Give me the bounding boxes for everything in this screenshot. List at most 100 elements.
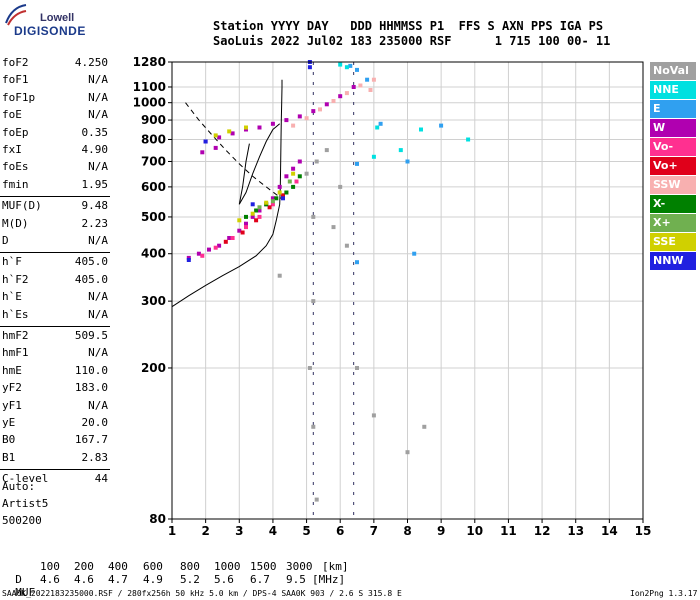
echo-point	[244, 225, 248, 230]
param-label: M(D)	[2, 216, 29, 230]
param-row: yF1 N/A	[2, 399, 108, 413]
digisonde-logo-icon	[5, 4, 27, 26]
legend-item: NNE	[650, 81, 696, 99]
param-row: M(D) 2.23	[2, 217, 108, 231]
echo-point	[355, 260, 359, 265]
echo-point	[371, 77, 376, 82]
echo-point	[297, 174, 302, 179]
param-row: h`F 405.0	[2, 255, 108, 269]
table-cell: 600	[143, 560, 163, 573]
echo-point	[304, 171, 309, 176]
param-label: foEp	[2, 125, 29, 139]
table-cell: 5.6	[214, 573, 234, 586]
echo-point	[200, 253, 205, 258]
echo-point	[291, 171, 296, 176]
echo-point	[314, 159, 319, 164]
echo-point	[274, 196, 279, 201]
echo-point	[284, 174, 289, 179]
x-tick-label: 6	[336, 524, 344, 538]
echo-point	[338, 62, 343, 67]
param-value: 20.0	[81, 416, 109, 429]
legend-item: NNW	[650, 252, 696, 270]
param-label: foE	[2, 108, 22, 122]
param-row: MUF(D) 9.48	[2, 199, 108, 213]
param-separator	[0, 252, 110, 254]
x-tick-label: 8	[403, 524, 411, 538]
legend-item: SSE	[650, 233, 696, 251]
echo-point	[311, 214, 316, 219]
ionogram-chart: 1 2 3 4 5 6 7 8 9 10 11 12 13 14 158020030040050060070…	[133, 55, 652, 538]
echo-point	[331, 99, 336, 103]
y-tick-label: 200	[141, 361, 166, 375]
echo-point	[277, 190, 282, 195]
echo-point	[254, 208, 259, 213]
param-row: hmF1 N/A	[2, 346, 108, 360]
y-tick-label: 1000	[133, 96, 166, 110]
echo-point	[371, 413, 376, 418]
echo-point	[297, 159, 302, 164]
echo-point	[307, 65, 312, 70]
param-value: 1.95	[81, 177, 109, 191]
param-value: 4.90	[81, 143, 109, 156]
echo-point	[227, 129, 232, 134]
param-value: N/A	[88, 73, 108, 87]
x-tick-label: 10	[466, 524, 483, 538]
footer-info: SAA0K_2022183235000.RSF / 280fx256h 50 k…	[2, 589, 402, 598]
param-row: h`E N/A	[2, 290, 108, 304]
echo-point	[355, 67, 359, 72]
legend-item: X+	[650, 214, 696, 232]
echo-point	[355, 366, 359, 370]
profile-curve	[171, 79, 283, 308]
echo-point	[412, 251, 417, 256]
param-label: MUF(D)	[2, 199, 42, 213]
echo-point	[250, 214, 255, 219]
param-row: C-level 44	[2, 472, 108, 486]
table-cell: 1500	[250, 560, 277, 573]
param-value: 405.0	[74, 255, 108, 269]
echo-point	[257, 208, 262, 213]
table-cell: 100	[40, 560, 60, 573]
x-tick-label: 11	[500, 524, 517, 538]
legend-item: X-	[650, 195, 696, 213]
plot-frame	[171, 61, 644, 520]
auto-version: 500200	[2, 514, 42, 527]
echo-point	[213, 145, 218, 150]
echo-point	[223, 239, 228, 244]
echo-point	[250, 202, 255, 207]
param-label: yE	[2, 416, 16, 429]
echo-point	[344, 243, 349, 248]
param-separator	[0, 469, 110, 471]
param-label: h`F	[2, 255, 22, 269]
echo-point	[419, 127, 423, 132]
table-cell: 800	[180, 560, 200, 573]
echo-point	[203, 139, 208, 144]
echo-point	[270, 202, 275, 207]
x-tick-label: 9	[437, 524, 445, 538]
param-value: 110.0	[74, 363, 108, 377]
legend-item: NoVal	[650, 62, 696, 80]
echo-point	[371, 154, 376, 159]
profile-curve	[238, 143, 250, 205]
param-value: N/A	[88, 398, 108, 412]
echo-point	[237, 228, 242, 233]
legend-item: W	[650, 119, 696, 137]
echo-point	[217, 243, 222, 248]
echo-point	[291, 123, 296, 128]
param-value: 509.5	[74, 329, 108, 342]
echo-point	[207, 247, 211, 252]
echo-point	[227, 236, 232, 240]
x-tick-label: 1	[168, 524, 176, 538]
table-unit: [MHz]	[312, 573, 346, 586]
y-tick-label: 800	[141, 132, 166, 146]
legend-item: Vo-	[650, 138, 696, 156]
echo-point	[287, 179, 292, 184]
echo-point	[405, 159, 410, 164]
echo-point	[277, 184, 282, 189]
param-label: fmin	[2, 177, 29, 191]
param-row: hmE 110.0	[2, 364, 108, 378]
param-value: 167.7	[74, 433, 108, 447]
echo-point	[267, 205, 272, 210]
param-value: 2.23	[81, 216, 109, 230]
param-separator	[0, 196, 110, 198]
echo-point	[270, 196, 275, 201]
